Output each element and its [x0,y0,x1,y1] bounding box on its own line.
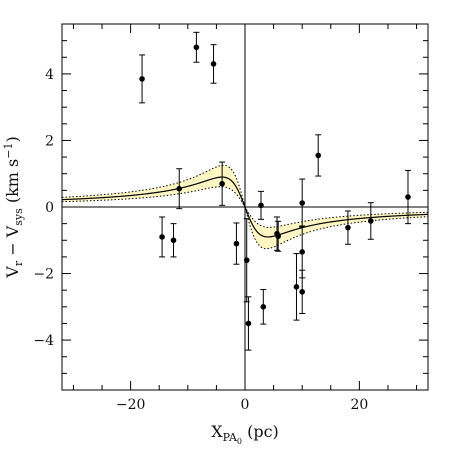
data-point [275,220,282,252]
y-tick-label: 4 [45,67,54,83]
y-tick-label: 0 [45,200,54,216]
point-marker [139,76,145,82]
y-axis-title-minus-v: − V [3,225,22,261]
point-marker [345,224,351,231]
data-point [159,216,166,258]
point-marker [193,44,200,51]
point-marker [245,320,252,327]
y-axis-title-sup: −1 [2,143,15,159]
x-axis-title-subsub: 0 [237,437,242,446]
axis-ticks [62,23,428,391]
data-point [210,44,217,84]
data-point [193,31,200,63]
x-axis-title-main: X [211,422,223,441]
data-point [243,218,250,303]
data-point [176,168,183,210]
data-point [315,134,322,177]
data-point [293,253,300,321]
data-point [139,54,146,104]
data-point [233,222,240,265]
data-point [344,210,351,245]
data-point [245,296,252,351]
y-axis-title-unit: (km s [3,159,22,209]
y-tick-label: −4 [33,333,54,349]
x-axis-title-sub: PA [223,431,238,444]
y-tick-label: 2 [45,133,54,149]
y-axis-title-sub-sys: sys [12,208,25,226]
data-point [404,169,411,225]
y-axis-title-close: ) [3,136,22,142]
point-marker [233,240,240,247]
data-points [139,31,411,351]
point-marker [299,289,305,295]
point-marker [176,185,183,192]
point-marker [368,218,374,224]
data-point [367,202,374,240]
x-axis-title: XPA0 (pc) [211,422,279,446]
point-marker [243,257,250,264]
point-marker [260,304,267,310]
point-marker [293,284,300,290]
point-marker [210,61,217,67]
point-marker [258,202,264,209]
model-center-line [62,176,428,238]
data-point [258,190,265,220]
point-marker [299,249,305,255]
y-axis-title-sub-r: r [12,260,25,266]
point-marker [299,200,305,206]
point-marker [219,180,225,187]
data-point [299,225,306,279]
data-point [219,161,226,206]
model-curve [62,176,428,238]
x-tick-label: 20 [350,397,368,413]
y-tick-label: −2 [33,267,54,283]
data-point [260,289,267,325]
data-point [170,223,177,258]
point-marker [170,237,177,244]
data-point [299,269,306,314]
point-marker [275,233,281,240]
y-axis-title: Vr − Vsys (km s−1) [2,136,25,278]
point-marker [405,194,411,200]
point-marker [159,234,165,240]
x-tick-label: −20 [116,397,146,413]
y-axis-title-v: V [3,266,22,279]
data-point [299,178,306,228]
x-axis-title-unit: (pc) [242,422,279,441]
point-marker [315,152,322,159]
x-tick-label: 0 [241,397,250,413]
